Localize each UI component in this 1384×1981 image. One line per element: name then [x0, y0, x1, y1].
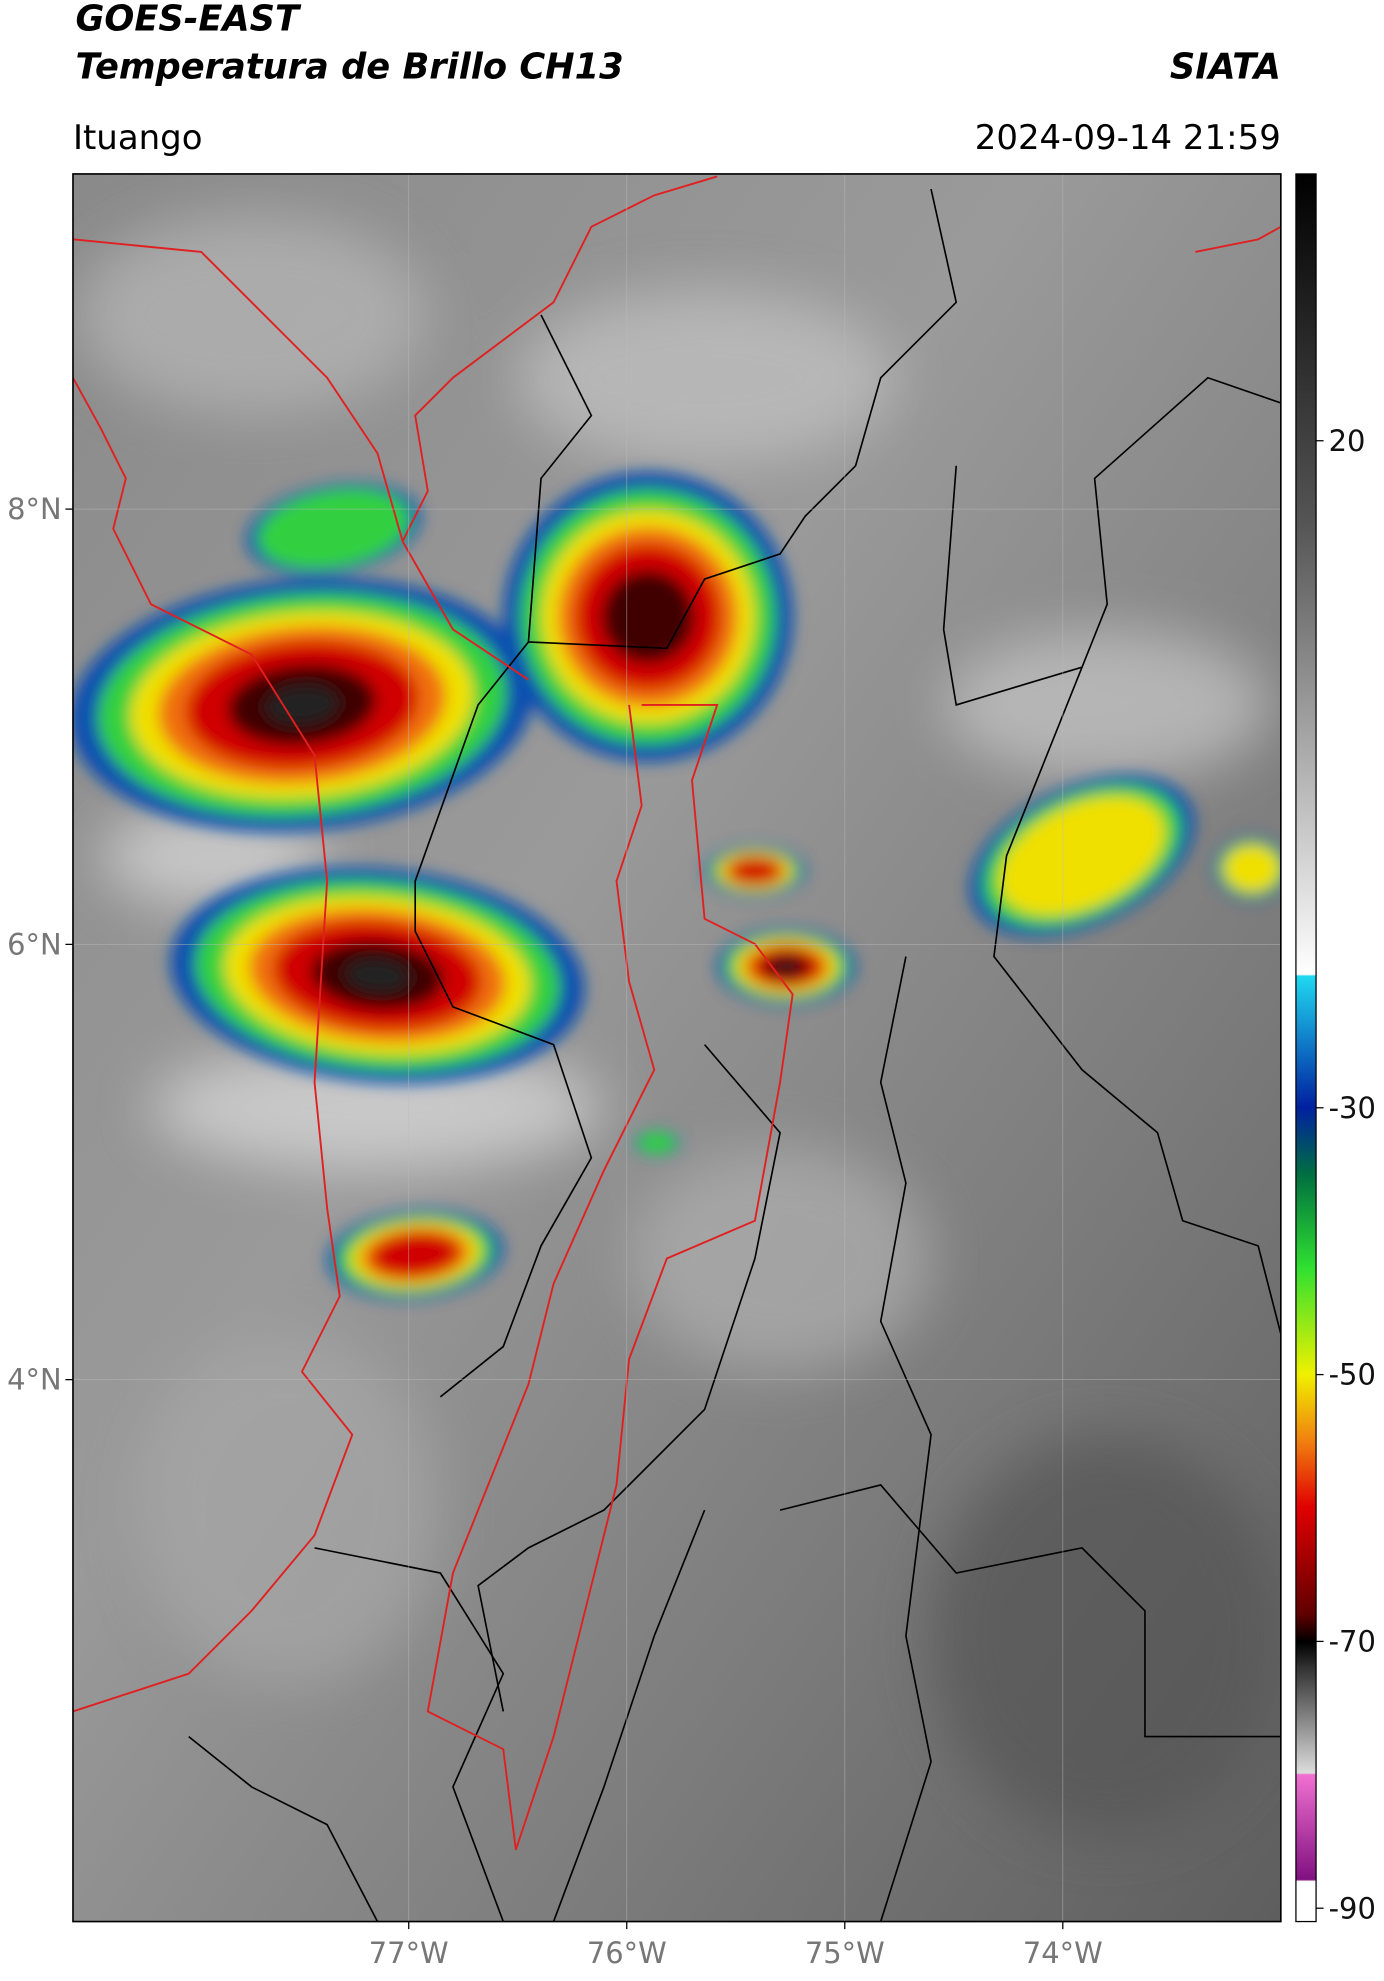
cloud-blob	[999, 796, 1166, 916]
subtitle: Temperatura de Brillo CH13	[75, 46, 623, 87]
cloud-blob	[371, 1232, 460, 1277]
colorbar-tick-label: 20	[1329, 424, 1366, 458]
source: SIATA	[1170, 46, 1281, 87]
cloud-blob	[601, 570, 695, 664]
cloud-blob	[636, 1131, 677, 1154]
satellite-image	[72, 173, 1281, 1922]
cloud-blob	[1223, 845, 1280, 892]
map-frame	[72, 173, 1282, 1923]
cloud-blob	[344, 958, 411, 993]
cloud-blob	[729, 858, 781, 884]
colorbar	[1295, 173, 1317, 1923]
y-tick-label: 6°N	[7, 927, 62, 961]
colorbar-tick-label: -90	[1329, 1891, 1376, 1925]
colorbar-tick-label: -50	[1329, 1358, 1376, 1392]
colorbar-tick-label: -30	[1329, 1091, 1376, 1125]
region: Ituango	[73, 118, 203, 158]
cloud-blob	[256, 488, 411, 570]
datetime: 2024-09-14 21:59	[975, 118, 1281, 158]
colorbar-tick-label: -70	[1329, 1624, 1376, 1658]
x-tick-label: 77°W	[369, 1936, 449, 1970]
cloud-blob	[775, 960, 798, 973]
y-tick-label: 8°N	[7, 492, 62, 526]
x-tick-label: 74°W	[1023, 1936, 1103, 1970]
cloud-blob	[264, 684, 340, 726]
x-tick-label: 76°W	[587, 1936, 667, 1970]
y-tick-label: 4°N	[7, 1363, 62, 1397]
x-tick-label: 75°W	[805, 1936, 885, 1970]
title: GOES-EAST	[75, 0, 302, 40]
